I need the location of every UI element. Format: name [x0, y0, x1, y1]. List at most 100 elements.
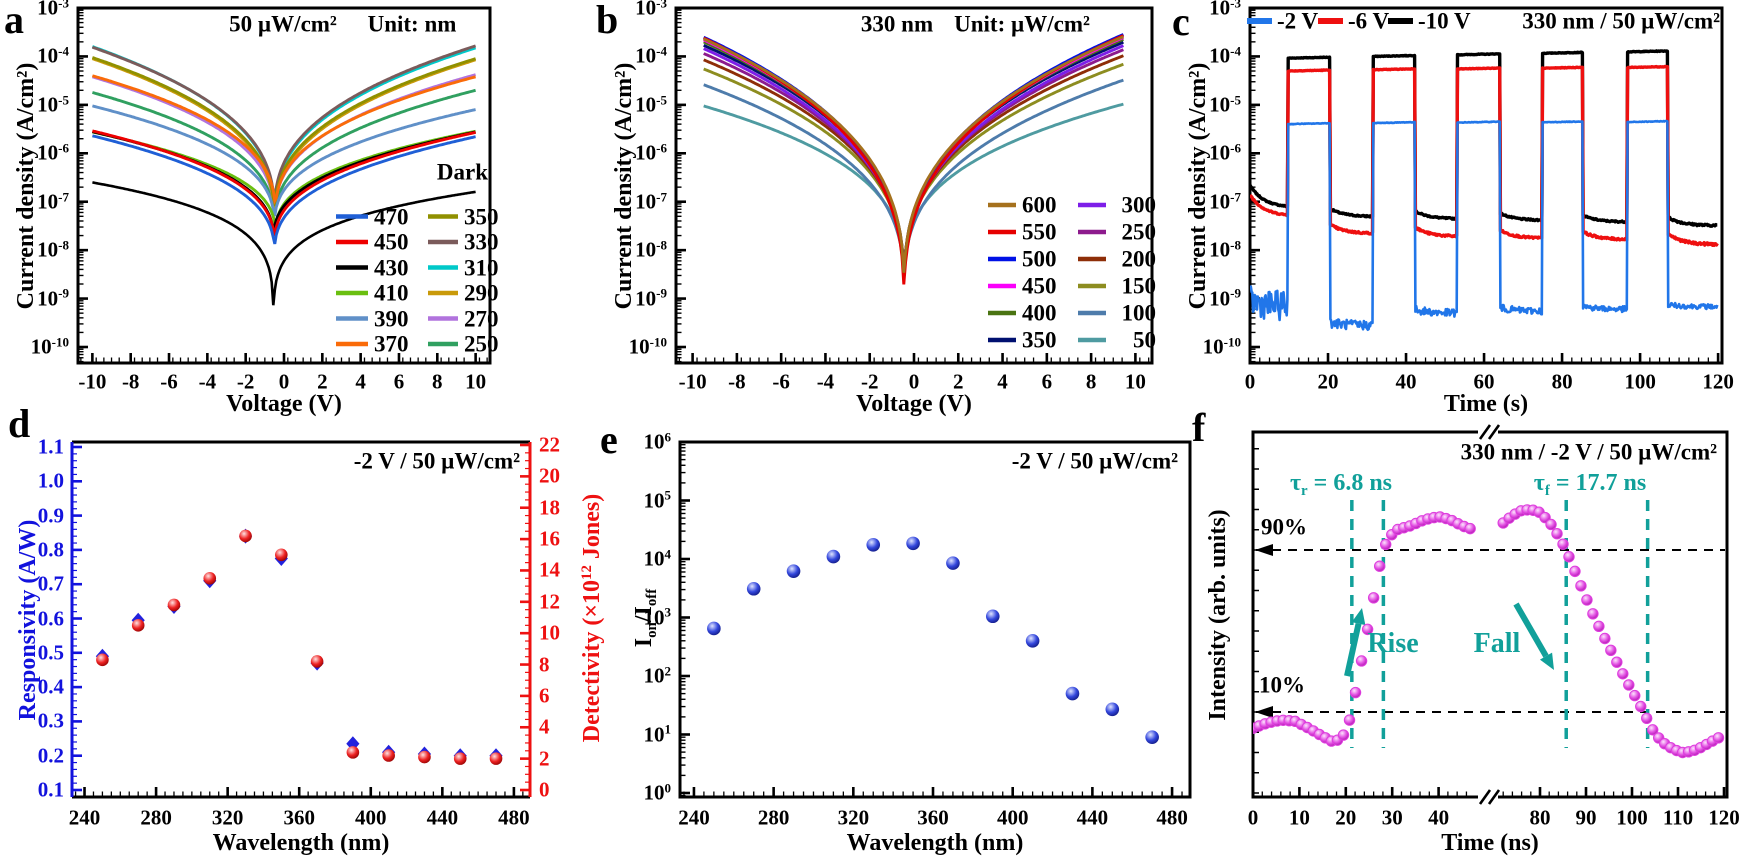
- panel-c-title: 330 nm / 50 µW/cm²: [1522, 8, 1720, 34]
- legend-label-a-270: 270: [464, 306, 499, 331]
- panel-f-fall-label: Fall: [1473, 628, 1521, 659]
- legend-label-a-310: 310: [464, 255, 499, 280]
- x-tick-label: -10: [678, 369, 707, 394]
- panel-d-right-tick-label: 8: [539, 652, 550, 677]
- data-point-transient: [1464, 522, 1476, 535]
- data-point-transient: [1605, 644, 1617, 657]
- x-tick-label: 4: [997, 369, 1008, 394]
- panel-b-y-tick-label: 10-7: [635, 189, 667, 214]
- panel-a-y-tick-label: 10-3: [37, 0, 69, 20]
- data-point-detectivity: [167, 598, 181, 612]
- data-point-ion-ioff: [1145, 730, 1159, 744]
- panel-e-y-tick-label: 105: [643, 487, 671, 512]
- legend-label-a-290: 290: [464, 280, 499, 306]
- data-point-transient: [1712, 732, 1725, 744]
- panel-d-right-tick-label: 2: [539, 746, 550, 771]
- x-tick-label: 240: [68, 805, 101, 830]
- panel-d-left-axis-title: Responsivity (A/W): [15, 519, 41, 721]
- panel-f-x-tick-label: 110: [1662, 805, 1694, 830]
- panel-d-left-tick-label: 0.6: [37, 606, 64, 630]
- x-tick-label: 320: [211, 805, 244, 830]
- panel-f-90pct-label: 90%: [1261, 514, 1307, 540]
- legend-label-b-300: 300: [1121, 192, 1157, 218]
- x-tick-label: 120: [1702, 369, 1734, 394]
- panel-e-x-axis-title: Wavelength (nm): [846, 830, 1024, 856]
- panel-letter-d: d: [8, 401, 31, 446]
- x-tick-label: 80: [1551, 369, 1573, 394]
- x-tick-label: 440: [426, 805, 459, 830]
- panel-b-title-wavelength: 330 nm: [860, 11, 934, 37]
- data-point-transient: [1647, 724, 1659, 736]
- x-tick-label: 100: [1624, 369, 1656, 394]
- series-a-470: [92, 134, 476, 245]
- panel-b-y-tick-label: 10-3: [635, 0, 667, 20]
- panel-b-y-tick-label: 10-9: [635, 285, 667, 311]
- panel-b-y-tick-label: 10-10: [628, 334, 667, 359]
- x-tick-label: 8: [1085, 369, 1097, 394]
- data-point-transient: [1617, 668, 1629, 680]
- panel-letter-e: e: [600, 417, 618, 462]
- panel-d-right-tick-label: 6: [539, 683, 550, 708]
- legend-label-b-550: 550: [1022, 219, 1057, 245]
- panel-c-legend-minus10v: -10 V: [1418, 8, 1471, 34]
- data-point-ion-ioff: [866, 537, 881, 552]
- panel-a-title-power: 50 µW/cm²: [229, 11, 337, 37]
- panel-b-x-axis-title: Voltage (V): [856, 391, 972, 417]
- x-tick-label: 20: [1317, 369, 1339, 394]
- legend-label-b-500: 500: [1022, 246, 1057, 272]
- data-point-transient: [1581, 594, 1593, 606]
- x-tick-label: 60: [1473, 369, 1495, 394]
- x-tick-label: 0: [278, 369, 290, 394]
- data-point-detectivity: [346, 746, 360, 759]
- x-tick-label: -8: [728, 369, 746, 394]
- x-tick-label: 40: [1395, 369, 1417, 394]
- data-point-ion-ioff: [1065, 686, 1080, 701]
- x-tick-label: -6: [772, 369, 790, 394]
- data-point-detectivity: [418, 750, 431, 764]
- x-tick-label: 2: [953, 369, 964, 394]
- data-point-ion-ioff: [985, 609, 1000, 624]
- x-tick-label: 0: [908, 369, 920, 394]
- x-tick-label: 10: [465, 369, 487, 394]
- data-point-ion-ioff: [906, 536, 920, 551]
- panel-b-y-axis-title: Current density (A/cm²): [611, 62, 637, 310]
- panel-c-legend-minus6v: -6 V: [1348, 8, 1390, 34]
- panel-c-y-tick-label: 10-3: [1209, 0, 1241, 20]
- x-tick-label: 280: [140, 805, 172, 830]
- series-c--6V: [1250, 64, 1719, 247]
- x-tick-label: -4: [816, 369, 835, 394]
- panel-letter-b: b: [596, 0, 619, 42]
- data-point-ion-ioff: [707, 621, 721, 636]
- data-point-transient: [1545, 518, 1557, 531]
- panel-d-left-tick-label: 1.0: [37, 468, 64, 493]
- data-point-transient: [1557, 538, 1569, 550]
- panel-d-right-tick-label: 12: [539, 589, 560, 614]
- panel-f-x-tick-label: 20: [1335, 805, 1357, 830]
- panel-e-annotation: -2 V / 50 µW/cm²: [1011, 448, 1178, 474]
- x-tick-label: 2: [317, 369, 328, 394]
- data-point-ion-ioff: [1025, 633, 1040, 648]
- data-point-detectivity: [203, 571, 217, 585]
- panel-d-right-tick-label: 16: [539, 526, 560, 551]
- panel-c-y-tick-label: 10-7: [1209, 189, 1241, 214]
- legend-label-b-50: 50: [1133, 327, 1156, 353]
- data-point-transient: [1593, 620, 1605, 632]
- panel-f-x-tick-label: 80: [1529, 805, 1551, 830]
- panel-a-y-tick-label: 10-10: [30, 334, 69, 359]
- panel-d-left-tick-label: 1.1: [37, 434, 64, 459]
- legend-label-a-430: 430: [374, 255, 409, 280]
- x-tick-label: -4: [198, 369, 217, 394]
- panel-c-y-tick-label: 10-10: [1202, 334, 1241, 359]
- panel-d-left-tick-label: 0.8: [37, 537, 64, 562]
- panel-d-right-tick-label: 22: [539, 432, 560, 457]
- panel-d-left-tick-label: 0.5: [37, 640, 64, 665]
- data-point-ion-ioff: [1105, 702, 1120, 717]
- panel-e-y-tick-label: 106: [643, 429, 671, 454]
- series-a-250: [92, 88, 476, 215]
- panel-c-x-axis-title: Time (s): [1443, 391, 1529, 417]
- panel-d-x-axis-title: Wavelength (nm): [212, 830, 390, 856]
- data-point-ion-ioff: [746, 581, 761, 596]
- data-point-transient: [1380, 538, 1392, 551]
- panel-e-y-tick-label: 103: [643, 604, 671, 629]
